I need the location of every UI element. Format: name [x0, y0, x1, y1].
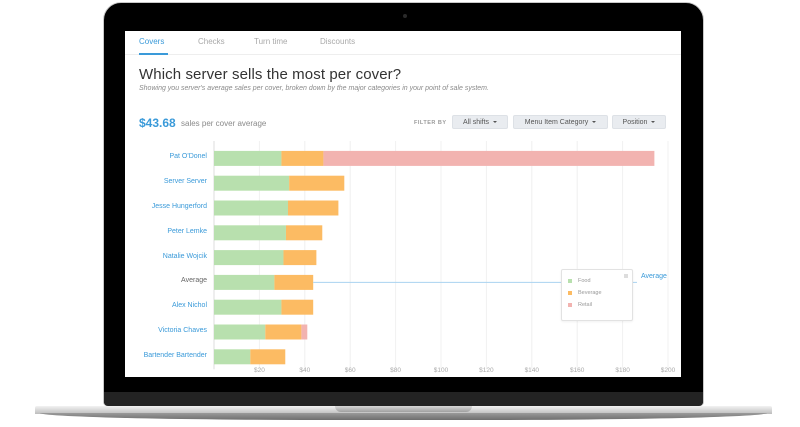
y-label[interactable]: Alex Nichol: [171, 302, 207, 310]
position-filter-button[interactable]: Position: [612, 115, 666, 129]
laptop-base-bottom: [40, 413, 767, 420]
legend-toggle-icon[interactable]: [624, 274, 628, 278]
average-label: sales per cover average: [181, 119, 267, 128]
tab-bar: Covers Checks Turn time Discounts: [125, 31, 681, 55]
x-tick-label: $80: [390, 367, 402, 374]
bar-beverage[interactable]: [283, 250, 317, 266]
bar-food[interactable]: [214, 274, 275, 290]
x-tick-label: $180: [615, 367, 630, 374]
x-tick-label: $60: [344, 367, 356, 374]
legend-label: Food: [578, 278, 591, 284]
beverage-swatch: [568, 291, 572, 295]
legend-item-retail: Retail: [568, 302, 592, 308]
category-filter-label: Menu Item Category: [524, 118, 589, 126]
x-tick-label: $140: [524, 367, 540, 374]
sales-per-cover-chart: Pat O'Donel Server Server Jesse Hungerford…: [125, 141, 681, 377]
shifts-filter-label: All shifts: [462, 118, 490, 126]
category-filter-button[interactable]: Menu Item Category: [513, 115, 608, 129]
bar-beverage[interactable]: [288, 200, 339, 216]
average-line-label: Average: [641, 273, 667, 280]
position-filter-label: Position: [622, 118, 648, 126]
active-tab-indicator: [139, 53, 168, 55]
bar-beverage[interactable]: [281, 299, 314, 315]
bar-food[interactable]: [214, 150, 282, 166]
caret-down-icon: [651, 121, 656, 123]
bar-food[interactable]: [214, 175, 290, 191]
y-label[interactable]: Bartender Bartender: [143, 351, 207, 359]
food-swatch: [568, 279, 572, 283]
y-label: Average: [181, 277, 207, 285]
camera-icon: [403, 14, 407, 18]
laptop-notch: [335, 406, 472, 412]
laptop-chin: [104, 392, 703, 406]
bar-beverage[interactable]: [281, 150, 324, 166]
bar-beverage[interactable]: [265, 324, 302, 340]
legend-item-food: Food: [568, 278, 591, 284]
x-tick-label: $40: [299, 367, 311, 374]
bar-beverage[interactable]: [289, 175, 345, 191]
filter-label: FILTER BY: [414, 120, 447, 126]
x-tick-label: $200: [660, 367, 676, 374]
y-label[interactable]: Victoria Chaves: [158, 327, 207, 334]
x-tick-label: $120: [479, 367, 494, 374]
caret-down-icon: [592, 121, 597, 123]
y-label[interactable]: Pat O'Donel: [169, 153, 207, 161]
tab-turn-time[interactable]: Turn time: [254, 37, 288, 46]
bar-food[interactable]: [214, 225, 286, 241]
bar-beverage[interactable]: [285, 225, 323, 241]
x-tick-label: $20: [253, 367, 265, 374]
y-label[interactable]: Natalie Wojcik: [162, 252, 207, 260]
average-value: $43.68: [139, 116, 176, 130]
legend-label: Retail: [578, 302, 593, 308]
shifts-filter-button[interactable]: All shifts: [452, 115, 508, 129]
x-tick-label: $100: [433, 367, 449, 374]
bar-food[interactable]: [214, 200, 289, 216]
caret-down-icon: [493, 121, 498, 123]
x-tick-label: $160: [569, 367, 585, 374]
page-subtitle: Showing you server's average sales per c…: [139, 85, 489, 92]
y-label[interactable]: Jesse Hungerford: [151, 203, 207, 210]
bar-retail[interactable]: [301, 324, 308, 340]
legend-label: Beverage: [578, 290, 602, 296]
bar-beverage[interactable]: [250, 349, 286, 365]
bar-food[interactable]: [214, 324, 266, 340]
y-label[interactable]: Peter Lemke: [167, 227, 207, 235]
tab-checks[interactable]: Checks: [198, 37, 225, 46]
tab-discounts[interactable]: Discounts: [320, 37, 356, 46]
tab-covers[interactable]: Covers: [139, 37, 165, 46]
chart-legend: Food Beverage Retail: [561, 269, 633, 321]
y-label[interactable]: Server Server: [163, 178, 207, 186]
retail-swatch: [568, 303, 572, 307]
chart-canvas: [213, 141, 669, 370]
legend-item-beverage: Beverage: [568, 290, 602, 296]
bar-food[interactable]: [214, 250, 284, 266]
bar-retail[interactable]: [323, 150, 655, 166]
bar-food[interactable]: [214, 299, 282, 315]
bar-food[interactable]: [214, 349, 251, 365]
bar-beverage[interactable]: [274, 274, 314, 290]
page-title: Which server sells the most per cover?: [139, 66, 402, 83]
app-screen: Covers Checks Turn time Discounts Which …: [125, 31, 681, 377]
